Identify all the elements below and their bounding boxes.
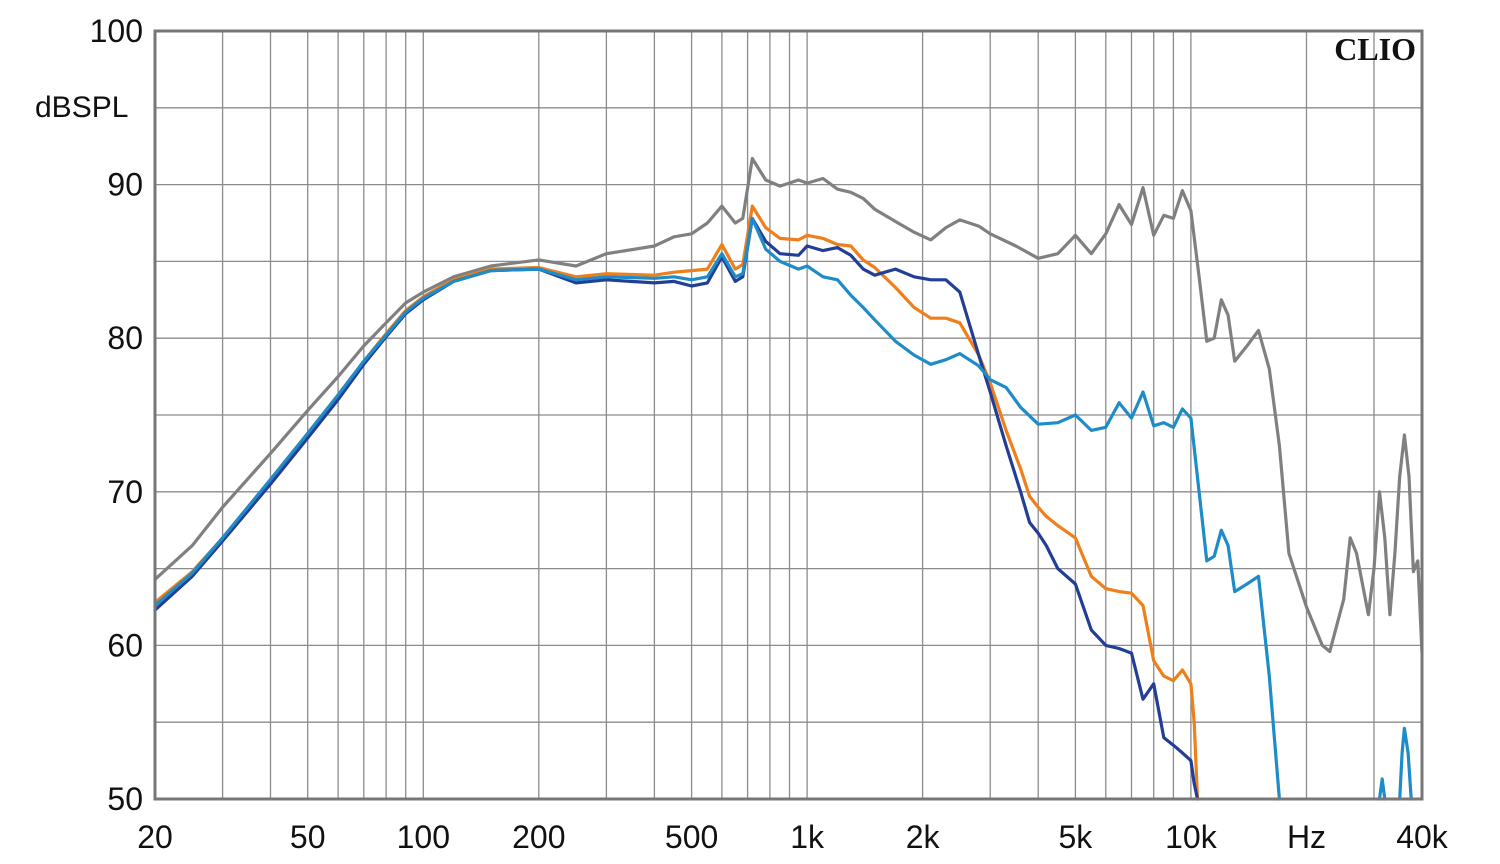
- series-line-4: [153, 216, 1281, 801]
- y-tick-label: 100: [90, 13, 143, 49]
- y-tick-label: 80: [107, 320, 143, 356]
- plot-frame: [153, 29, 1424, 801]
- x-tick-label: 100: [397, 819, 450, 855]
- series-lines: [153, 156, 1424, 801]
- x-tick-label: 20: [137, 819, 173, 855]
- x-tick-label: 200: [512, 819, 565, 855]
- brand-logo: CLIO: [1334, 31, 1416, 67]
- series-line-5: [1377, 777, 1387, 801]
- x-tick-label: Hz: [1287, 819, 1326, 855]
- y-tick-label: 70: [107, 474, 143, 510]
- series-line-6: [1398, 726, 1413, 801]
- y-tick-label: 60: [107, 627, 143, 663]
- grid-lines: [155, 31, 1422, 799]
- y-axis-label: dBSPL: [35, 91, 128, 124]
- x-tick-label: 500: [665, 819, 718, 855]
- y-tick-label: 90: [107, 167, 143, 203]
- x-tick-label: 1k: [790, 819, 825, 855]
- series-line-1: [153, 156, 1424, 655]
- y-tick-label: 50: [107, 781, 143, 817]
- x-axis-tick-labels: 20 50 100 200 500 1k 2k 5k 10k Hz 40k: [137, 819, 1449, 855]
- x-tick-label: 50: [290, 819, 326, 855]
- x-tick-label: 10k: [1165, 819, 1218, 855]
- y-axis-tick-labels: 50 60 70 80 90 100: [90, 13, 143, 817]
- x-tick-label: 40k: [1396, 819, 1449, 855]
- x-tick-label: 2k: [906, 819, 941, 855]
- x-tick-label: 5k: [1059, 819, 1094, 855]
